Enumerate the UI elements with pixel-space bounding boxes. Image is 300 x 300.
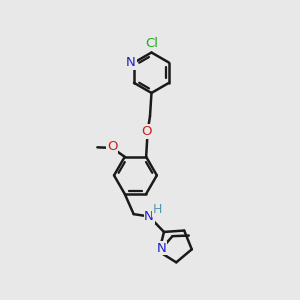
Text: O: O (141, 125, 152, 138)
Text: N: N (157, 242, 166, 254)
Text: Cl: Cl (146, 37, 159, 50)
Text: N: N (126, 56, 136, 69)
Text: N: N (144, 210, 154, 223)
Text: H: H (153, 203, 162, 217)
Text: O: O (107, 140, 118, 153)
